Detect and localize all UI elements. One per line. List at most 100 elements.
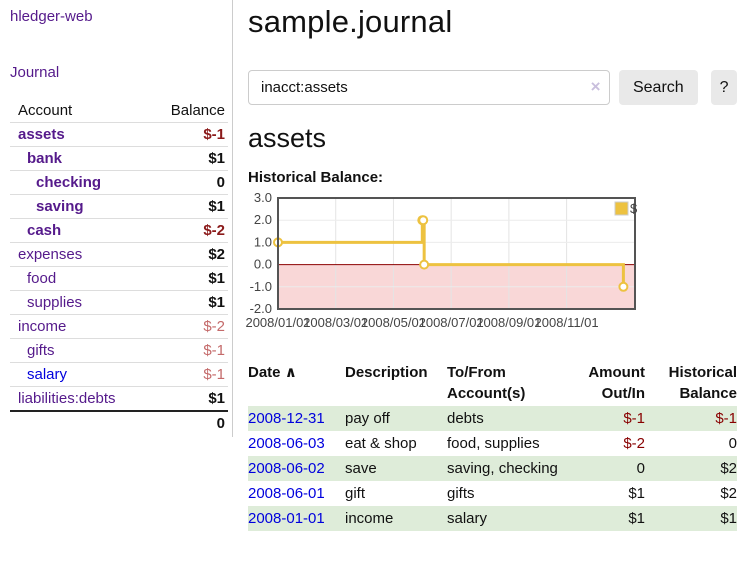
register-row: 2008-01-01 income salary $1 $1 — [248, 506, 737, 531]
register-row: 2008-12-31 pay off debts $-1 $-1 — [248, 406, 737, 431]
accounts-header-balance: Balance — [170, 102, 225, 119]
account-balance: $1 — [150, 266, 228, 291]
transaction-description: pay off — [345, 410, 390, 427]
transaction-accounts: saving, checking — [447, 460, 558, 477]
register-row: 2008-06-02 save saving, checking 0 $2 — [248, 456, 737, 481]
account-row: saving $1 — [10, 194, 228, 219]
historical-balance-chart: 3.0 2.0 1.0 0.0 -1.0 -2.0 2008/01/01 2008/03/01… — [245, 190, 648, 344]
main-content: sample.journal × Search ? assets Histori… — [245, 0, 737, 531]
account-link[interactable]: bank — [27, 150, 63, 167]
x-axis-tick-label: 2008/01/01 — [245, 315, 310, 330]
transaction-date-link[interactable]: 2008-06-02 — [248, 460, 325, 477]
account-link[interactable]: saving — [36, 198, 84, 215]
transaction-amount: $-2 — [623, 435, 645, 452]
account-row: expenses $2 — [10, 242, 228, 267]
page-title: sample.journal — [248, 4, 453, 39]
transaction-accounts: food, supplies — [447, 435, 540, 452]
transaction-amount: $1 — [628, 485, 645, 502]
account-row: food $1 — [10, 266, 228, 291]
help-button[interactable]: ? — [711, 70, 737, 105]
accounts-total-row: 0 — [10, 410, 228, 435]
transaction-date-link[interactable]: 2008-12-31 — [248, 410, 325, 427]
transaction-accounts: salary — [447, 510, 488, 527]
account-row: salary $-1 — [10, 362, 228, 387]
x-axis-tick-label: 2008/07/01 — [419, 315, 484, 330]
account-heading: assets — [248, 123, 327, 153]
chart-canvas: 3.0 2.0 1.0 0.0 -1.0 -2.02008/01/012008/03/01… — [245, 190, 638, 330]
account-row: cash $-2 — [10, 218, 228, 243]
search-bar: × Search ? — [248, 70, 737, 105]
accounts-total-value: 0 — [150, 410, 228, 435]
account-balance: $-1 — [150, 122, 228, 147]
register-table-body: 2008-12-31 pay off debts $-1 $-1 2008-06-03 ea… — [248, 406, 737, 531]
transaction-accounts: debts — [447, 410, 484, 427]
account-balance: $-1 — [150, 362, 228, 387]
account-balance: 0 — [150, 170, 228, 195]
transaction-description: save — [345, 460, 377, 477]
search-input[interactable] — [248, 70, 610, 105]
sidebar-item-journal[interactable]: Journal — [10, 64, 60, 81]
register-header-accounts: To/From Account(s) — [447, 364, 526, 402]
legend-label: $ — [630, 201, 638, 216]
transaction-balance: $1 — [720, 510, 737, 527]
account-row: liabilities:debts $1 — [10, 386, 228, 411]
accounts-header-account: Account — [18, 102, 73, 119]
account-link[interactable]: liabilities:debts — [18, 390, 116, 407]
account-link[interactable]: checking — [36, 174, 102, 191]
account-row: income $-2 — [10, 314, 228, 339]
transaction-amount: $-1 — [623, 410, 645, 427]
search-button[interactable]: Search — [618, 70, 699, 105]
transaction-balance: $2 — [720, 460, 737, 477]
accounts-table: Account Balance assets $-1 bank $1 checking 0… — [10, 99, 228, 435]
account-link[interactable]: expenses — [18, 246, 83, 263]
transaction-date-link[interactable]: 2008-01-01 — [248, 510, 325, 527]
account-balance: $-2 — [150, 314, 228, 339]
brand-link[interactable]: hledger-web — [10, 8, 93, 25]
register-header-row: Date ∧ Description To/From Account(s) Am… — [248, 360, 737, 406]
account-row: gifts $-1 — [10, 338, 228, 363]
x-axis-tick-label: 2008/03/01 — [303, 315, 368, 330]
y-axis-tick-label: 2.0 — [254, 212, 272, 227]
x-axis-tick-label: 2008/09/01 — [476, 315, 541, 330]
transaction-description: income — [345, 510, 394, 527]
register-row: 2008-06-03 eat & shop food, supplies $-2 0 — [248, 431, 737, 456]
transaction-amount: $1 — [628, 510, 645, 527]
account-balance: $1 — [150, 194, 228, 219]
transaction-balance: $2 — [720, 485, 737, 502]
account-balance: $1 — [150, 386, 228, 411]
legend-swatch — [614, 201, 629, 216]
y-axis-tick-label: -1.0 — [250, 279, 272, 294]
transaction-description: gift — [345, 485, 366, 502]
transaction-amount: 0 — [636, 460, 645, 477]
data-point-marker — [418, 215, 429, 226]
account-balance: $1 — [150, 290, 228, 315]
clear-search-icon[interactable]: × — [590, 77, 601, 96]
account-row: checking 0 — [10, 170, 228, 195]
accounts-header-row: Account Balance — [10, 99, 228, 123]
account-row: bank $1 — [10, 146, 228, 171]
account-link[interactable]: income — [18, 318, 67, 335]
account-link[interactable]: food — [27, 270, 57, 287]
register-header-amount: Amount Out/In — [588, 364, 645, 402]
x-axis-tick-label: 2008/05/01 — [361, 315, 426, 330]
transaction-accounts: gifts — [447, 485, 475, 502]
transaction-description: eat & shop — [345, 435, 417, 452]
transaction-date-link[interactable]: 2008-06-03 — [248, 435, 325, 452]
transaction-date-link[interactable]: 2008-06-01 — [248, 485, 325, 502]
account-balance: $-2 — [150, 218, 228, 243]
account-link[interactable]: cash — [27, 222, 62, 239]
accounts-table-body: assets $-1 bank $1 checking 0 saving $1 cash $-2 e… — [10, 122, 228, 411]
account-link[interactable]: assets — [18, 126, 65, 143]
data-point-marker — [419, 259, 430, 270]
register-table: Date ∧ Description To/From Account(s) Am… — [248, 360, 737, 531]
y-axis-tick-label: 3.0 — [254, 190, 272, 205]
transaction-balance: 0 — [728, 435, 737, 452]
account-balance: $2 — [150, 242, 228, 267]
account-link[interactable]: gifts — [27, 342, 55, 359]
x-axis-tick-label: 2008/11/01 — [535, 315, 599, 330]
account-link[interactable]: supplies — [27, 294, 83, 311]
account-link[interactable]: salary — [27, 366, 68, 383]
y-axis-tick-label: -2.0 — [250, 301, 272, 316]
sidebar: hledger-web Journal Account Balance asse… — [0, 0, 233, 437]
data-point-marker — [618, 281, 629, 292]
